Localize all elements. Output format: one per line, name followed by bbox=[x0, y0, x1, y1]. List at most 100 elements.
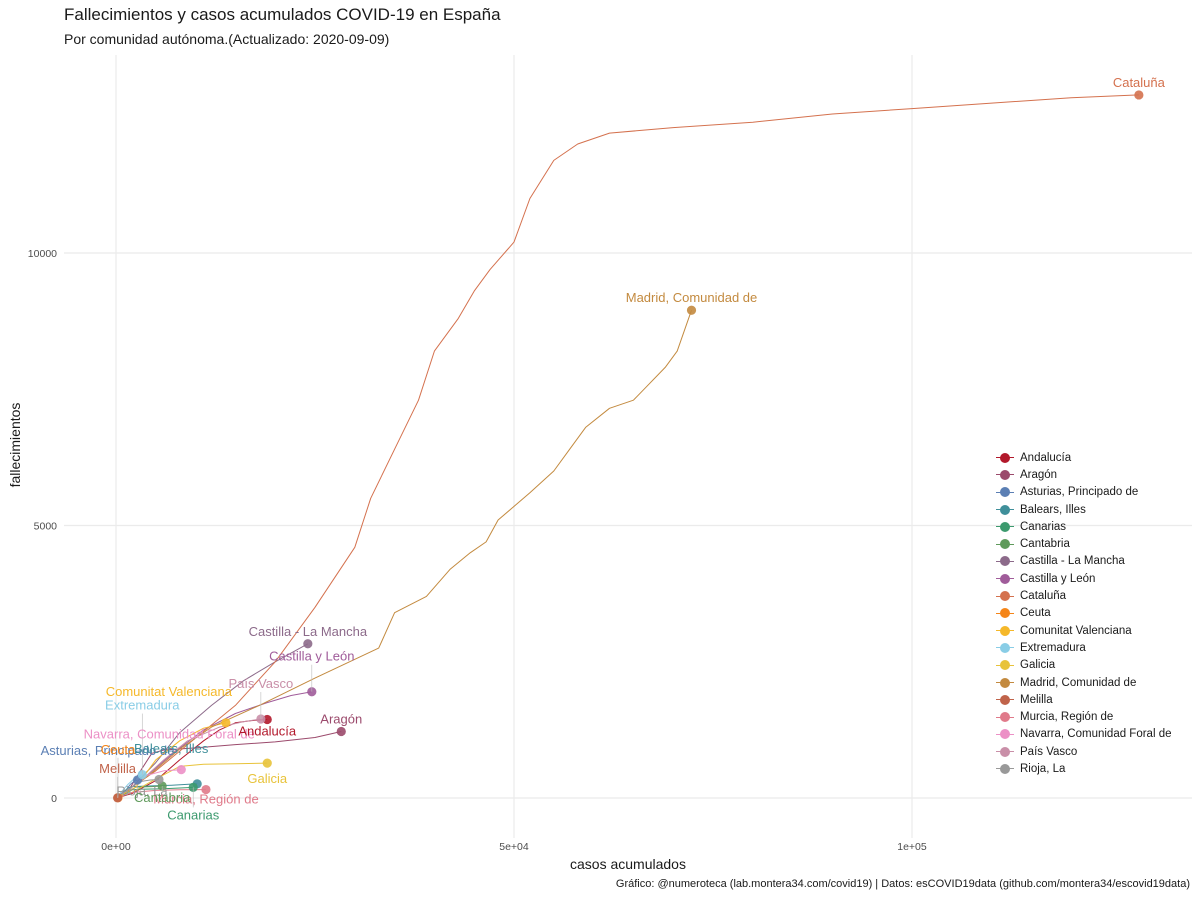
series-endpoint bbox=[221, 718, 231, 728]
legend-label: Andalucía bbox=[1020, 451, 1072, 464]
legend-key-icon bbox=[996, 676, 1014, 690]
series-line bbox=[115, 722, 226, 799]
legend-item: Cantabria bbox=[996, 535, 1172, 552]
series-line bbox=[115, 783, 198, 799]
legend-key-icon bbox=[996, 503, 1014, 517]
series-label: Aragón bbox=[320, 712, 362, 727]
legend-item: Cataluña bbox=[996, 587, 1172, 604]
series-endpoint bbox=[303, 639, 313, 649]
legend-key-icon bbox=[996, 641, 1014, 655]
legend-key-icon bbox=[996, 589, 1014, 603]
series-label: Ceuta bbox=[101, 742, 136, 757]
legend-key-icon bbox=[996, 572, 1014, 586]
legend-item: Madrid, Comunidad de bbox=[996, 674, 1172, 691]
legend-label: Asturias, Principado de bbox=[1020, 486, 1139, 499]
legend-label: Castilla - La Mancha bbox=[1020, 555, 1125, 568]
legend-label: Extremadura bbox=[1020, 641, 1086, 654]
legend-label: Cantabria bbox=[1020, 538, 1070, 551]
series-label: Navarra, Comunidad Foral de bbox=[84, 727, 255, 742]
series-endpoint bbox=[154, 774, 164, 785]
legend-key-icon bbox=[996, 468, 1014, 482]
legend-key-icon bbox=[996, 537, 1014, 551]
legend-item: Andalucía bbox=[996, 449, 1172, 466]
legend-item: Murcia, Región de bbox=[996, 708, 1172, 725]
legend-key-icon bbox=[996, 451, 1014, 465]
legend-key-icon bbox=[996, 624, 1014, 638]
legend-label: Cataluña bbox=[1020, 590, 1067, 603]
legend-key-icon bbox=[996, 745, 1014, 759]
legend-item: Ceuta bbox=[996, 605, 1172, 622]
chart-caption: Gráfico: @numeroteca (lab.montera34.com/… bbox=[615, 878, 1190, 890]
x-tick-label: 5e+04 bbox=[499, 841, 529, 853]
legend-item: Castilla y León bbox=[996, 570, 1172, 587]
legend-key-icon bbox=[996, 485, 1014, 499]
series-label: Murcia, Región de bbox=[153, 792, 259, 807]
chart-title: Fallecimientos y casos acumulados COVID-… bbox=[64, 5, 501, 24]
chart-subtitle: Por comunidad autónoma.(Actualizado: 202… bbox=[64, 31, 390, 47]
legend-label: Navarra, Comunidad Foral de bbox=[1020, 728, 1172, 741]
series-endpoint bbox=[176, 765, 186, 775]
y-tick-label: 0 bbox=[51, 793, 57, 805]
legend-item: Extremadura bbox=[996, 639, 1172, 656]
series-endpoint bbox=[137, 769, 147, 780]
legend-item: Galicia bbox=[996, 657, 1172, 674]
legend-item: Melilla bbox=[996, 691, 1172, 708]
series-label: País Vasco bbox=[228, 676, 293, 691]
legend-item: Balears, Illes bbox=[996, 501, 1172, 518]
series-endpoint bbox=[262, 758, 272, 768]
legend-item: Canarias bbox=[996, 518, 1172, 535]
series-label: Castilla y León bbox=[269, 649, 354, 664]
y-tick-label: 5000 bbox=[34, 521, 58, 533]
series-label: Andalucía bbox=[238, 724, 297, 739]
legend-key-icon bbox=[996, 554, 1014, 568]
x-tick-label: 0e+00 bbox=[101, 841, 131, 853]
series-endpoint bbox=[686, 305, 697, 315]
legend-label: Rioja, La bbox=[1020, 762, 1066, 775]
series-label: Canarias bbox=[167, 807, 220, 822]
legend-key-icon bbox=[996, 710, 1014, 724]
legend-label: Madrid, Comunidad de bbox=[1020, 676, 1137, 689]
legend-item: Aragón bbox=[996, 466, 1172, 483]
series-label: Melilla bbox=[99, 761, 137, 776]
legend-label: Castilla y León bbox=[1020, 572, 1096, 585]
legend-key-icon bbox=[996, 658, 1014, 672]
series-label: Cataluña bbox=[1113, 75, 1166, 90]
series-endpoint bbox=[201, 784, 211, 795]
series-endpoint bbox=[336, 726, 346, 737]
series-label: Extremadura bbox=[105, 698, 180, 713]
series-label: Comunitat Valenciana bbox=[106, 684, 233, 699]
legend-item: Castilla - La Mancha bbox=[996, 553, 1172, 570]
y-tick-label: 10000 bbox=[28, 248, 57, 260]
legend-label: Melilla bbox=[1020, 693, 1053, 706]
legend-label: País Vasco bbox=[1020, 745, 1078, 758]
series-line bbox=[115, 94, 1139, 799]
legend-item: Asturias, Principado de bbox=[996, 484, 1172, 501]
legend-label: Murcia, Región de bbox=[1020, 711, 1114, 724]
legend-label: Balears, Illes bbox=[1020, 503, 1086, 516]
series-label: Galicia bbox=[247, 771, 288, 786]
legend-label: Comunitat Valenciana bbox=[1020, 624, 1132, 637]
legend-label: Galicia bbox=[1020, 659, 1056, 672]
legend-item: País Vasco bbox=[996, 743, 1172, 760]
series-label: Balears, Illes bbox=[134, 741, 209, 756]
legend-item: Navarra, Comunidad Foral de bbox=[996, 726, 1172, 743]
series-line bbox=[115, 310, 692, 799]
legend-item: Rioja, La bbox=[996, 760, 1172, 777]
legend-key-icon bbox=[996, 520, 1014, 534]
series-label: Rioja, La bbox=[116, 783, 168, 798]
legend-key-icon bbox=[996, 727, 1014, 741]
legend-key-icon bbox=[996, 606, 1014, 620]
x-tick-label: 1e+05 bbox=[897, 841, 927, 853]
series-endpoint bbox=[112, 793, 123, 803]
legend-label: Aragón bbox=[1020, 468, 1058, 481]
legend-label: Canarias bbox=[1020, 520, 1067, 533]
legend-label: Ceuta bbox=[1020, 607, 1051, 620]
series-line bbox=[115, 789, 206, 799]
legend-item: Comunitat Valenciana bbox=[996, 622, 1172, 639]
x-axis-title: casos acumulados bbox=[570, 856, 686, 872]
series-label: Cantabria bbox=[134, 790, 191, 805]
y-axis-title: fallecimientos bbox=[7, 403, 23, 488]
series-label: Madrid, Comunidad de bbox=[626, 290, 758, 305]
series-label: Castilla - La Mancha bbox=[249, 624, 368, 639]
